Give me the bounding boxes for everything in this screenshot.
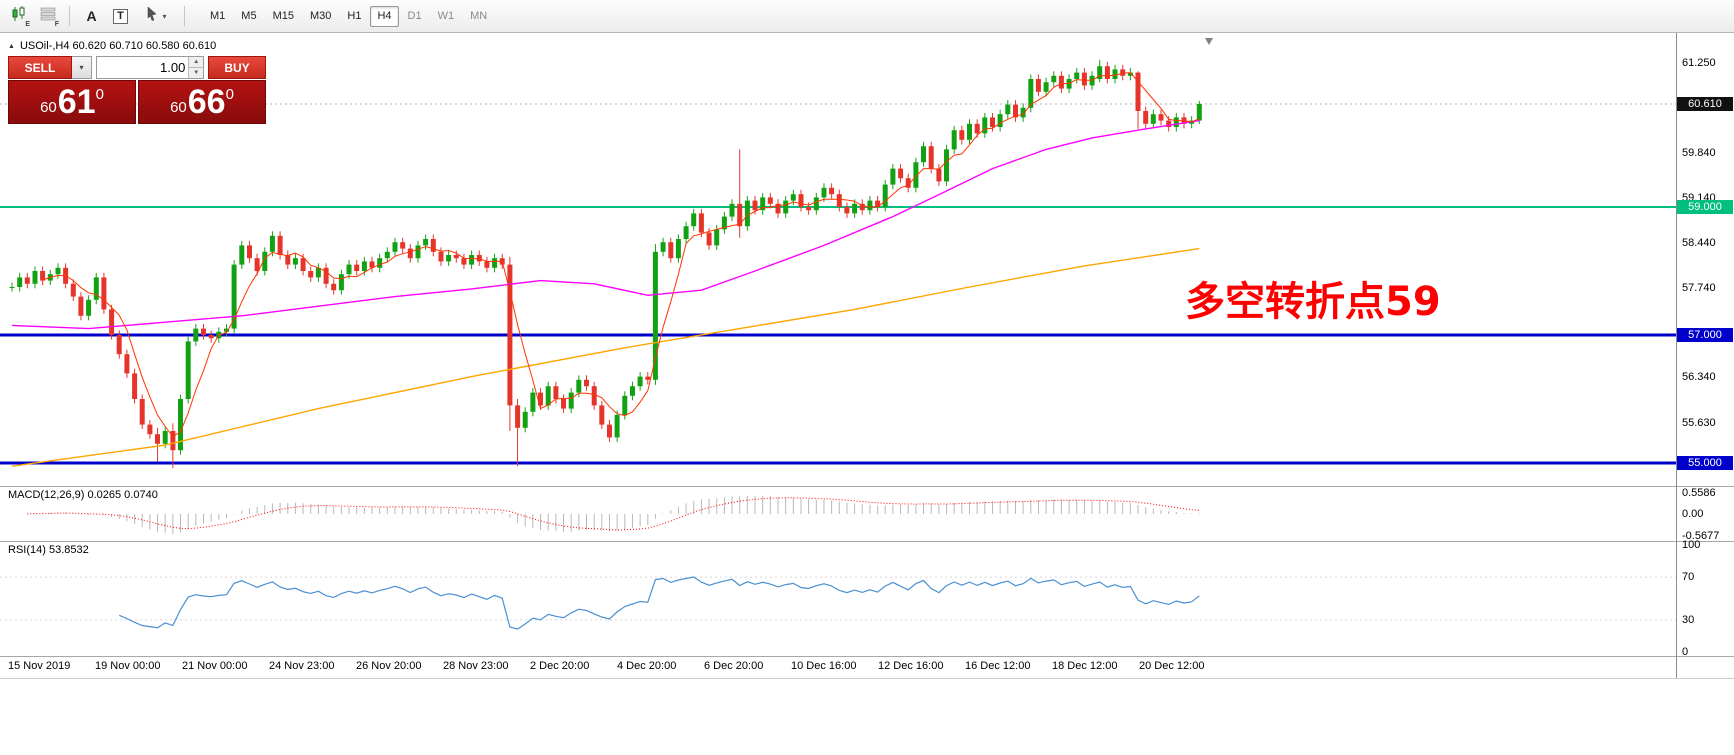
price-tick: 57.740	[1682, 281, 1716, 294]
rsi-chart[interactable]	[0, 541, 1676, 656]
text-box-icon: T	[113, 8, 128, 24]
time-tick: 24 Nov 23:00	[269, 660, 335, 672]
indicator-list-tool-button[interactable]: F	[34, 4, 61, 28]
price-badge: 57.000	[1677, 328, 1733, 342]
price-badge: 55.000	[1677, 456, 1733, 470]
time-tick: 21 Nov 00:00	[182, 660, 248, 672]
price-tick: 56.340	[1682, 371, 1716, 384]
text-label-icon: A	[86, 8, 97, 24]
symbol-ohlc-text: USOil-,H4 60.620 60.710 60.580 60.610	[19, 40, 217, 52]
time-tick: 2 Dec 20:00	[530, 660, 590, 672]
volume-down-button[interactable]: ▼	[189, 68, 203, 78]
time-tick: 20 Dec 12:00	[1139, 660, 1205, 672]
time-tick: 18 Dec 12:00	[1052, 660, 1118, 672]
time-axis[interactable]: 15 Nov 2019 19 Nov 00:00 21 Nov 00:00 24 No…	[0, 656, 1676, 678]
chevron-down-icon: ▾	[162, 11, 167, 21]
price-axis-border	[1676, 33, 1677, 678]
text-box-tool-button[interactable]: T	[107, 4, 134, 28]
timeframe-button-mn[interactable]: MN	[470, 10, 488, 22]
candlestick-tool-sublabel: E	[25, 21, 30, 28]
panel-separator[interactable]	[0, 541, 1734, 542]
order-type-dropdown[interactable]: ▾	[72, 56, 92, 79]
sell-price-big: 61	[57, 83, 96, 121]
candlestick-chart-icon	[11, 5, 27, 27]
price-tick: 58.440	[1682, 236, 1716, 249]
chart-marker-icon: ▲	[8, 42, 15, 50]
toolbar-separator	[184, 6, 185, 26]
panel-separator[interactable]	[0, 486, 1734, 487]
volume-box: ▲ ▼	[96, 56, 204, 79]
sell-price-prefix: 60	[40, 99, 57, 116]
toolbar-separator	[69, 6, 70, 26]
indicator-list-icon	[40, 7, 56, 26]
candlestick-chart[interactable]	[0, 33, 1676, 486]
indicator-axis-tick: 0	[1682, 646, 1689, 658]
macd-label: MACD(12,26,9) 0.0265 0.0740	[8, 489, 158, 501]
price-tick: 55.630	[1682, 416, 1716, 429]
buy-quote[interactable]: 60 66 0	[138, 80, 266, 124]
sell-price-sup: 0	[95, 86, 104, 103]
time-tick: 10 Dec 16:00	[791, 660, 857, 672]
timeframe-button-m15[interactable]: M15	[272, 10, 294, 22]
cursor-tool-button[interactable]: ▾	[136, 4, 176, 28]
price-tick: 61.250	[1682, 57, 1716, 69]
indicator-axis-tick: 30	[1682, 614, 1695, 626]
buy-price-prefix: 60	[170, 99, 187, 116]
timeframe-button-w1[interactable]: W1	[437, 10, 455, 22]
timeframe-button-m5[interactable]: M5	[241, 10, 257, 22]
indicator-axis-tick: 0.5586	[1682, 487, 1716, 499]
time-tick: 6 Dec 20:00	[704, 660, 764, 672]
timeframe-button-group: M1 M5 M15 M30 H1 H4 D1 W1 MN	[203, 5, 494, 27]
one-click-trade-panel: SELL ▾ ▲ ▼ BUY 60 61 0 60 66 0	[8, 56, 266, 124]
panel-separator	[0, 678, 1734, 679]
macd-chart[interactable]	[0, 486, 1676, 541]
symbol-header: ▲ USOil-,H4 60.620 60.710 60.580 60.610	[8, 40, 216, 52]
top-toolbar: E F A T ▾ M1 M5 M15 M30 H1 H4 D1 W1 MN	[0, 0, 1734, 33]
time-tick: 16 Dec 12:00	[965, 660, 1031, 672]
time-tick: 15 Nov 2019	[8, 660, 71, 672]
volume-input[interactable]	[97, 57, 189, 78]
volume-stepper: ▲ ▼	[188, 57, 203, 78]
time-tick: 28 Nov 23:00	[443, 660, 509, 672]
price-tick: 59.840	[1682, 147, 1716, 160]
price-badge: 60.610	[1677, 96, 1733, 111]
time-tick: 19 Nov 00:00	[95, 660, 161, 672]
buy-button[interactable]: BUY	[208, 56, 266, 79]
indicator-axis-tick: 100	[1682, 539, 1701, 551]
panel-separator	[0, 656, 1734, 657]
time-tick: 12 Dec 16:00	[878, 660, 944, 672]
indicator-axis-tick: 70	[1682, 571, 1695, 583]
indicator-axis-tick: -0.5677	[1682, 530, 1720, 542]
sell-button[interactable]: SELL	[8, 56, 72, 79]
indicator-tool-sublabel: F	[54, 21, 59, 28]
chart-area: ▲ USOil-,H4 60.620 60.710 60.580 60.610 …	[0, 33, 1734, 755]
cursor-icon	[145, 6, 160, 26]
chart-annotation[interactable]: 多空转折点59	[1185, 279, 1441, 325]
volume-up-button[interactable]: ▲	[189, 57, 203, 68]
rsi-label: RSI(14) 53.8532	[8, 544, 89, 556]
text-label-tool-button[interactable]: A	[78, 4, 105, 28]
buy-price-sup: 0	[225, 86, 234, 103]
timeframe-button-h1[interactable]: H1	[347, 10, 362, 22]
price-badge: 59.000	[1677, 200, 1733, 214]
timeframe-button-m1[interactable]: M1	[210, 10, 226, 22]
candlestick-chart-tool-button[interactable]: E	[5, 4, 32, 28]
time-tick: 26 Nov 20:00	[356, 660, 422, 672]
timeframe-button-d1[interactable]: D1	[407, 10, 422, 22]
timeframe-button-h4[interactable]: H4	[370, 5, 399, 27]
buy-price-big: 66	[187, 83, 226, 121]
sell-quote[interactable]: 60 61 0	[8, 80, 136, 124]
timeframe-button-m30[interactable]: M30	[309, 10, 332, 22]
indicator-axis-tick: 0.00	[1682, 508, 1704, 520]
time-tick: 4 Dec 20:00	[617, 660, 677, 672]
